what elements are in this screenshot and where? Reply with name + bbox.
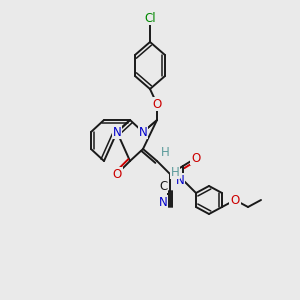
Text: O: O	[191, 152, 201, 164]
Text: N: N	[112, 125, 122, 139]
Text: H: H	[171, 166, 179, 178]
Text: Cl: Cl	[144, 11, 156, 25]
Text: O: O	[112, 167, 122, 181]
Text: N: N	[159, 196, 167, 208]
Text: O: O	[230, 194, 240, 206]
Text: O: O	[152, 98, 162, 110]
Text: C: C	[159, 179, 167, 193]
Text: N: N	[176, 173, 184, 187]
Text: N: N	[139, 125, 147, 139]
Text: H: H	[160, 146, 169, 160]
